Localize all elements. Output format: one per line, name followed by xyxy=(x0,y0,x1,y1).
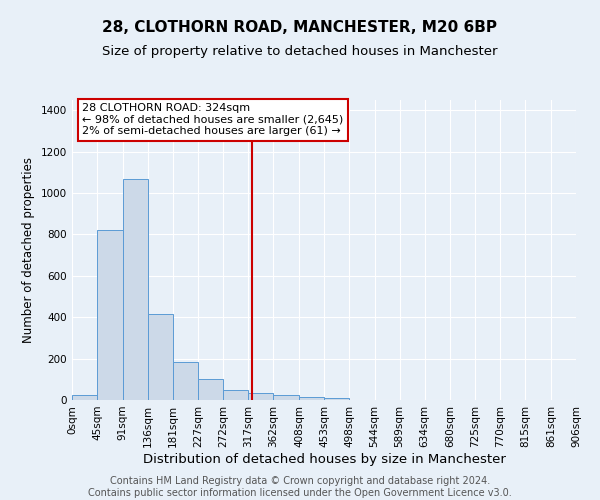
Bar xyxy=(299,397,324,400)
Text: 28, CLOTHORN ROAD, MANCHESTER, M20 6BP: 28, CLOTHORN ROAD, MANCHESTER, M20 6BP xyxy=(103,20,497,35)
Bar xyxy=(223,390,248,400)
Bar xyxy=(324,398,349,400)
Text: Size of property relative to detached houses in Manchester: Size of property relative to detached ho… xyxy=(102,45,498,58)
Bar xyxy=(173,362,198,400)
X-axis label: Distribution of detached houses by size in Manchester: Distribution of detached houses by size … xyxy=(143,452,505,466)
Text: Contains HM Land Registry data © Crown copyright and database right 2024.
Contai: Contains HM Land Registry data © Crown c… xyxy=(88,476,512,498)
Bar xyxy=(72,395,97,400)
Bar xyxy=(274,395,299,400)
Y-axis label: Number of detached properties: Number of detached properties xyxy=(22,157,35,343)
Text: 28 CLOTHORN ROAD: 324sqm
← 98% of detached houses are smaller (2,645)
2% of semi: 28 CLOTHORN ROAD: 324sqm ← 98% of detach… xyxy=(82,103,343,136)
Bar xyxy=(97,230,122,400)
Bar xyxy=(248,393,274,400)
Bar xyxy=(148,314,173,400)
Bar xyxy=(198,380,223,400)
Bar xyxy=(122,178,148,400)
